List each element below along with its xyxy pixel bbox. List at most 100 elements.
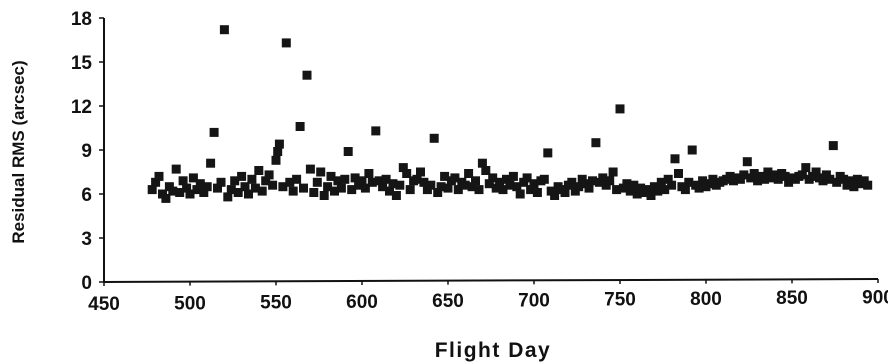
data-point	[326, 171, 336, 181]
data-point	[213, 183, 222, 193]
data-point	[433, 188, 443, 197]
data-point	[350, 173, 360, 183]
data-point	[615, 104, 625, 114]
data-point	[336, 183, 346, 193]
data-point	[467, 182, 477, 192]
data-point	[405, 185, 415, 195]
data-point	[797, 170, 807, 180]
data-points	[147, 25, 873, 203]
data-point	[550, 191, 560, 200]
data-point	[612, 185, 622, 195]
data-point	[663, 174, 673, 184]
data-point	[151, 177, 161, 187]
data-point	[395, 180, 405, 190]
data-point	[285, 177, 295, 187]
x-tick-label: 600	[346, 292, 378, 313]
y-axis: 0 3 6 9 12 15 18	[71, 9, 105, 294]
data-point	[426, 180, 436, 190]
data-point	[175, 188, 185, 197]
y-tick-label: 18	[71, 9, 92, 30]
data-point	[168, 186, 178, 196]
data-point	[385, 186, 394, 196]
data-point	[832, 177, 842, 187]
data-point	[288, 186, 298, 196]
data-point	[391, 191, 401, 200]
data-point	[161, 193, 171, 203]
data-point	[299, 183, 308, 193]
data-point	[360, 183, 370, 193]
data-point	[484, 179, 494, 189]
data-point	[477, 158, 487, 168]
data-point	[378, 182, 388, 192]
data-point	[202, 182, 212, 192]
data-point	[261, 176, 271, 186]
data-point	[574, 182, 584, 192]
data-point	[257, 186, 267, 196]
data-point	[429, 133, 439, 143]
data-point	[567, 177, 577, 187]
data-point	[182, 183, 192, 193]
y-tick-label: 0	[81, 273, 92, 294]
data-point	[698, 176, 708, 186]
data-point	[154, 171, 164, 181]
data-point	[388, 179, 398, 189]
data-point	[295, 122, 305, 131]
x-axis: 450 500 550 600 650 700 750 800 850 900	[88, 278, 888, 315]
data-point	[268, 180, 278, 190]
data-point	[185, 189, 195, 199]
data-point	[323, 182, 333, 192]
data-point	[522, 173, 532, 183]
data-point	[453, 185, 463, 195]
data-point	[274, 139, 284, 149]
data-point	[488, 173, 498, 183]
data-point	[818, 176, 828, 186]
data-point	[515, 189, 525, 199]
data-point	[398, 163, 408, 173]
data-point	[632, 189, 642, 199]
data-point	[347, 185, 357, 195]
data-point	[749, 169, 759, 178]
data-point	[195, 179, 205, 189]
data-point	[687, 145, 697, 155]
data-point	[622, 179, 632, 189]
data-point	[588, 176, 597, 186]
data-point	[656, 177, 666, 187]
data-point	[216, 177, 226, 187]
y-tick-label: 9	[81, 141, 92, 162]
data-point	[443, 183, 453, 193]
data-point	[539, 174, 549, 184]
data-point	[450, 173, 460, 183]
data-point	[584, 183, 594, 193]
x-tick-label: 850	[776, 288, 808, 309]
x-tick-label: 650	[432, 291, 464, 312]
data-point	[863, 180, 873, 190]
data-point	[333, 176, 343, 186]
data-point	[240, 182, 250, 192]
data-point	[474, 185, 484, 195]
data-point	[825, 174, 835, 184]
data-point	[171, 164, 181, 174]
data-point	[760, 174, 769, 184]
data-point	[708, 174, 718, 184]
data-point	[309, 188, 319, 197]
data-point	[357, 176, 367, 186]
data-point	[402, 169, 412, 178]
data-point	[491, 183, 501, 193]
x-tick-label: 750	[604, 290, 636, 311]
data-point	[230, 176, 240, 186]
data-point	[233, 188, 243, 197]
data-point	[828, 141, 838, 151]
data-point	[694, 183, 704, 193]
data-point	[381, 174, 391, 184]
data-point	[305, 164, 315, 174]
data-point	[419, 177, 429, 187]
y-tick-label: 15	[71, 53, 93, 74]
data-point	[598, 173, 608, 183]
data-point	[412, 174, 422, 184]
data-point	[371, 126, 381, 136]
data-point	[192, 185, 202, 195]
data-point	[684, 177, 694, 187]
data-point	[763, 167, 773, 177]
data-point	[330, 186, 339, 196]
data-point	[643, 185, 652, 195]
